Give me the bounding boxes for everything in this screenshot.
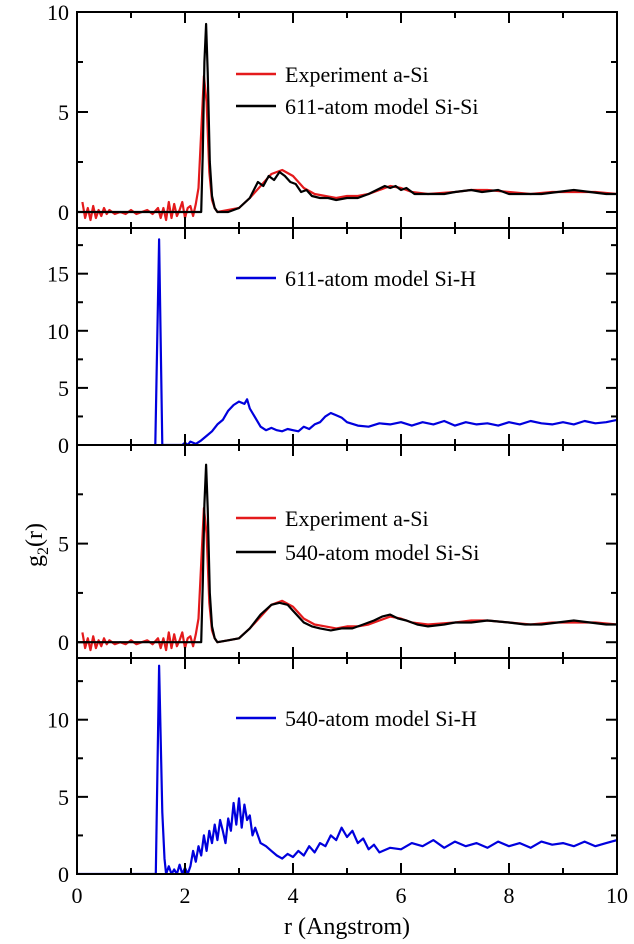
panel-4: 0 5 10 540-atom model Si-H: [47, 657, 618, 887]
y-tick-label: 15: [47, 262, 69, 287]
y-axis-title-tail: (r): [22, 523, 48, 547]
y-tick-label: 10: [47, 0, 69, 25]
series-line-sih: [154, 238, 617, 445]
panel-1: 0 5 10 Experiment a-Si 611-atom model Si-Si: [47, 0, 618, 229]
x-tick-label: 10: [606, 883, 628, 908]
y-tick-label: 0: [58, 200, 69, 225]
legend: Experiment a-Si 611-atom model Si-Si: [236, 62, 479, 119]
x-tick-label: 0: [72, 883, 83, 908]
legend-label: 611-atom model Si-Si: [285, 94, 479, 119]
y-axis-title-sub: 2: [35, 547, 52, 555]
y-tick-label: 5: [58, 785, 69, 810]
legend-label: 540-atom model Si-H: [285, 706, 477, 731]
y-tick-label: 10: [47, 319, 69, 344]
y-tick-label: 5: [58, 532, 69, 557]
legend-label: Experiment a-Si: [285, 62, 429, 87]
x-tick-label: 4: [288, 883, 299, 908]
x-tick-label: 2: [180, 883, 191, 908]
panel-2: 0 5 10 15 611-atom model Si-H: [47, 227, 618, 458]
series-line-sih: [77, 664, 617, 874]
legend: 540-atom model Si-H: [236, 706, 477, 731]
legend: Experiment a-Si 540-atom model Si-Si: [236, 506, 479, 565]
legend-label: Experiment a-Si: [285, 506, 429, 531]
x-tick-label: 6: [396, 883, 407, 908]
x-axis: 0 2 4 6 8 10: [72, 883, 629, 908]
series-line-sisi: [77, 463, 617, 644]
x-axis-title: r (Angstrom): [284, 914, 410, 940]
legend-label: 540-atom model Si-Si: [285, 540, 479, 565]
y-tick-label: 0: [58, 630, 69, 655]
series-line-sisi: [77, 22, 617, 214]
y-tick-label: 0: [58, 862, 69, 887]
y-axis-title: g2(r): [22, 523, 52, 567]
legend: 611-atom model Si-H: [236, 266, 476, 291]
legend-label: 611-atom model Si-H: [285, 266, 476, 291]
y-axis-title-main: g: [22, 555, 48, 567]
y-tick-label: 5: [58, 100, 69, 125]
y-tick-label: 10: [47, 708, 69, 733]
x-tick-label: 8: [504, 883, 515, 908]
panel-3: 0 5 Experiment a-Si 540-atom model Si-Si: [58, 444, 618, 659]
y-tick-label: 0: [58, 433, 69, 458]
y-tick-label: 5: [58, 376, 69, 401]
